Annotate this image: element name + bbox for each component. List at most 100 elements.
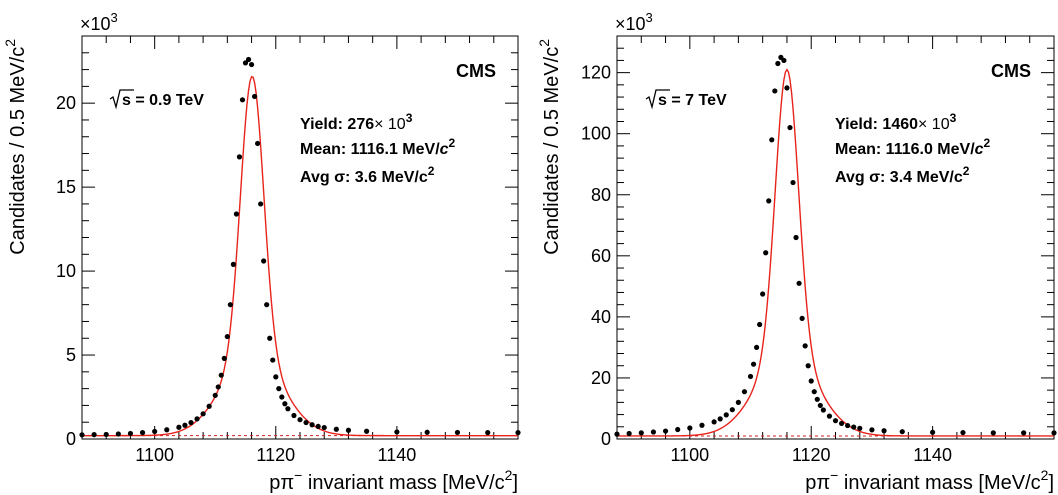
y-tick-label: 0 xyxy=(601,429,611,449)
data-point xyxy=(769,137,775,143)
y-tick-label: 20 xyxy=(56,93,76,113)
experiment-label: CMS xyxy=(456,61,496,81)
data-point xyxy=(176,424,182,430)
data-point xyxy=(236,154,243,160)
x-tick-label: 1120 xyxy=(256,445,295,465)
data-point xyxy=(91,432,97,438)
data-point xyxy=(255,140,261,147)
data-point xyxy=(881,428,887,434)
data-point xyxy=(270,357,276,363)
data-point xyxy=(224,333,230,340)
data-point xyxy=(805,363,811,369)
y-exponent-label: ×103 xyxy=(80,10,118,34)
exponent-power: 3 xyxy=(111,10,118,25)
data-point xyxy=(206,403,212,409)
data-point xyxy=(781,57,787,64)
data-point xyxy=(851,424,857,430)
data-point xyxy=(79,432,85,438)
data-point xyxy=(127,430,134,437)
data-point xyxy=(200,411,206,417)
data-point xyxy=(832,418,839,424)
data-point xyxy=(753,344,760,351)
sqrt-symbol xyxy=(109,89,134,110)
sigma-label: Avg σ: 3.6 MeV/c2 xyxy=(300,164,435,186)
data-point xyxy=(333,426,339,432)
data-point xyxy=(930,429,936,435)
data-point xyxy=(239,97,246,103)
data-point xyxy=(227,302,233,308)
data-point xyxy=(309,422,315,428)
exponent-base: ×10 xyxy=(615,14,646,34)
fit-curve xyxy=(82,75,518,437)
data-point xyxy=(242,60,249,66)
data-point xyxy=(303,419,309,426)
data-point xyxy=(315,423,321,430)
data-point xyxy=(729,407,735,413)
y-tick-label: 20 xyxy=(591,368,611,388)
yield-label: Yield: 1460× 103 xyxy=(835,111,957,133)
x-tick-label: 1140 xyxy=(913,445,952,465)
data-point xyxy=(763,250,769,256)
data-point xyxy=(194,416,200,422)
data-point xyxy=(285,406,291,412)
panel-1: 0 5 10 15 20 1100 1120 1140 ×103 pπ− invariant ma… xyxy=(2,10,521,494)
data-point xyxy=(662,428,669,434)
data-point xyxy=(826,413,833,419)
y-axis-title: Candidates / 0.5 MeV/c2 xyxy=(536,39,563,255)
data-point xyxy=(766,198,772,204)
data-point xyxy=(811,389,817,395)
data-point xyxy=(233,211,240,217)
data-point xyxy=(796,280,802,286)
data-point xyxy=(215,384,221,390)
data-point xyxy=(182,422,188,428)
data-point xyxy=(273,374,279,380)
data-point xyxy=(230,261,236,267)
data-point xyxy=(291,412,297,419)
data-point xyxy=(626,430,632,437)
data-point xyxy=(711,419,717,425)
data-point xyxy=(750,361,757,367)
data-point xyxy=(990,430,996,436)
data-point xyxy=(723,412,729,418)
data-point xyxy=(261,258,267,264)
data-point xyxy=(279,394,285,400)
data-point xyxy=(212,392,218,398)
sqrt-symbol xyxy=(645,89,670,110)
data-point xyxy=(869,427,875,433)
data-point xyxy=(485,430,491,436)
data-point xyxy=(164,427,170,433)
data-point xyxy=(152,428,158,435)
y-tick-label: 5 xyxy=(66,345,76,365)
data-point xyxy=(899,429,905,435)
data-point xyxy=(251,93,258,100)
y-tick-label: 100 xyxy=(581,124,611,144)
y-exponent-label: ×103 xyxy=(615,10,653,34)
data-point xyxy=(638,430,644,436)
data-point xyxy=(799,315,805,322)
data-point xyxy=(760,291,766,297)
data-point xyxy=(1021,430,1027,436)
x-axis-title: pπ− invariant mass [MeV/c2] xyxy=(805,467,1054,494)
data-point xyxy=(675,426,681,433)
data-point xyxy=(245,56,252,63)
data-point xyxy=(1051,430,1057,436)
data-point xyxy=(687,425,693,431)
mean-label: Mean: 1116.1 MeV/c2 xyxy=(300,136,456,158)
data-point xyxy=(364,428,370,434)
y-tick-label: 40 xyxy=(591,307,611,327)
data-point xyxy=(838,420,845,427)
data-point xyxy=(650,429,657,435)
data-point xyxy=(757,321,763,328)
y-tick-label: 15 xyxy=(56,177,76,197)
x-tick-label: 1100 xyxy=(670,445,709,465)
data-point xyxy=(139,430,146,436)
data-point xyxy=(267,335,273,341)
data-point xyxy=(515,430,521,436)
data-point xyxy=(960,429,966,436)
yield-label: Yield: 276× 103 xyxy=(300,111,413,133)
data-point xyxy=(614,431,620,437)
data-point xyxy=(747,373,754,380)
exponent-power: 3 xyxy=(646,10,653,25)
data-point xyxy=(717,416,723,422)
